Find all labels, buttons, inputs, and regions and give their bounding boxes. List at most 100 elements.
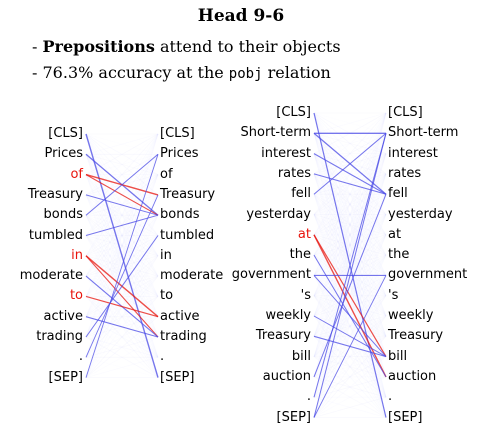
attention-edge-faint <box>313 214 387 236</box>
attention-edge-faint <box>313 396 387 418</box>
attention-edge-faint <box>313 315 387 398</box>
token-source-right: interest <box>261 145 311 161</box>
token-source-left: [SEP] <box>48 369 83 385</box>
token-source-right: fell <box>291 186 311 202</box>
attention-edge-faint <box>313 356 387 378</box>
attention-edge-faint <box>85 255 159 378</box>
attention-edge-faint <box>313 275 387 378</box>
attention-edge-faint <box>313 193 387 296</box>
attention-edge-faint <box>313 133 387 357</box>
attention-edge-faint <box>313 133 387 276</box>
token-source-right: yesterday <box>246 206 311 222</box>
attention-edge-faint <box>313 173 387 317</box>
attention-edge-faint <box>313 234 387 256</box>
attention-edge-faint <box>313 153 387 276</box>
attention-edge-faint <box>313 214 387 276</box>
token-source-right: government <box>231 267 311 283</box>
attention-edge-faint <box>313 133 387 378</box>
token-target-left: Treasury <box>160 186 216 202</box>
attention-edge-faint <box>313 193 387 296</box>
attention-edge-strong <box>313 133 387 398</box>
attention-edge-faint <box>313 214 387 296</box>
token-source-right: 's <box>300 287 311 303</box>
attention-edge-faint <box>313 132 387 154</box>
attention-edge-faint <box>85 336 159 378</box>
token-target-right: interest <box>388 145 438 161</box>
attention-edge-strong <box>85 133 159 378</box>
token-source-left: [CLS] <box>48 126 83 141</box>
attention-edge-faint <box>313 193 387 236</box>
token-source-left: Prices <box>44 146 84 162</box>
attention-edge-faint <box>313 295 387 357</box>
attention-edge-faint <box>313 214 387 236</box>
attention-edge-faint <box>85 153 159 196</box>
token-target-right: Short-term <box>388 125 459 141</box>
token-source-left: . <box>78 349 83 365</box>
token-source-right: the <box>289 247 311 263</box>
token-target-right: yesterday <box>388 206 453 222</box>
attention-edge-faint <box>85 133 159 155</box>
token-source-left: bonds <box>43 207 83 223</box>
attention-edge-faint <box>313 173 387 276</box>
attention-edge-faint <box>85 336 159 358</box>
attention-edge-faint <box>313 336 387 418</box>
attention-edge-faint <box>313 173 387 337</box>
attention-edge-faint <box>313 112 387 175</box>
token-target-right: 's <box>388 287 399 303</box>
attention-edge-faint <box>85 336 159 378</box>
attention-edge-faint <box>85 133 159 297</box>
token-source-right: at <box>297 226 311 242</box>
attention-edge-faint <box>85 153 159 196</box>
attention-edge-faint <box>313 234 387 276</box>
bullet-prepositions: - Prepositions attend to their objects <box>32 36 341 62</box>
token-target-right: bill <box>388 348 408 364</box>
attention-edge-faint <box>313 295 387 418</box>
attention-edge-faint <box>313 315 387 418</box>
token-source-left: active <box>43 308 83 324</box>
token-target-right: Treasury <box>388 328 444 344</box>
attention-edge-faint <box>313 112 387 276</box>
attention-edge-faint <box>313 173 387 317</box>
bullet-code-text: pobj <box>228 66 263 82</box>
attention-edge-faint <box>313 173 387 256</box>
attention-edge-faint <box>313 153 387 256</box>
attention-edge-strong <box>313 275 387 418</box>
attention-edge-faint <box>85 133 159 216</box>
attention-edge-faint <box>85 255 159 378</box>
attention-edge-faint <box>313 133 387 337</box>
attention-edge-faint <box>313 153 387 357</box>
attention-edge-faint <box>313 315 387 418</box>
attention-edge-faint <box>85 194 159 236</box>
attention-edge-faint <box>85 296 159 378</box>
attention-edge-faint <box>313 112 387 378</box>
bullet-rest-text: attend to their objects <box>154 37 341 56</box>
token-target-left: tumbled <box>160 227 215 243</box>
attention-edge-faint <box>313 112 387 276</box>
attention-edge-faint <box>313 214 387 256</box>
attention-edge-faint <box>85 214 159 277</box>
attention-edge-faint <box>313 254 387 398</box>
attention-edge-faint <box>313 112 387 357</box>
attention-edge-faint <box>313 315 387 337</box>
attention-edge-faint <box>313 112 387 134</box>
attention-edge-strong <box>85 295 159 318</box>
attention-edge-strong <box>85 154 159 378</box>
attention-edge-strong <box>313 234 387 357</box>
attention-edge-strong <box>313 153 387 195</box>
attention-edge-faint <box>313 153 387 317</box>
attention-edge-faint <box>85 154 159 317</box>
attention-edge-faint <box>313 133 387 357</box>
attention-edge-faint <box>313 173 387 337</box>
token-source-right: weekly <box>265 308 311 323</box>
figure-title: Head 9-6 <box>197 6 285 26</box>
attention-edge-faint <box>85 275 159 358</box>
token-source-right: [CLS] <box>276 105 311 120</box>
attention-edge-faint <box>313 234 387 276</box>
attention-edge-faint <box>85 174 159 257</box>
attention-edge-faint <box>313 356 387 398</box>
token-target-left: bonds <box>160 207 200 223</box>
token-target-left: to <box>160 288 174 304</box>
attention-edge-faint <box>85 235 159 257</box>
attention-edge-faint <box>85 194 159 297</box>
attention-edge-strong <box>313 173 387 195</box>
